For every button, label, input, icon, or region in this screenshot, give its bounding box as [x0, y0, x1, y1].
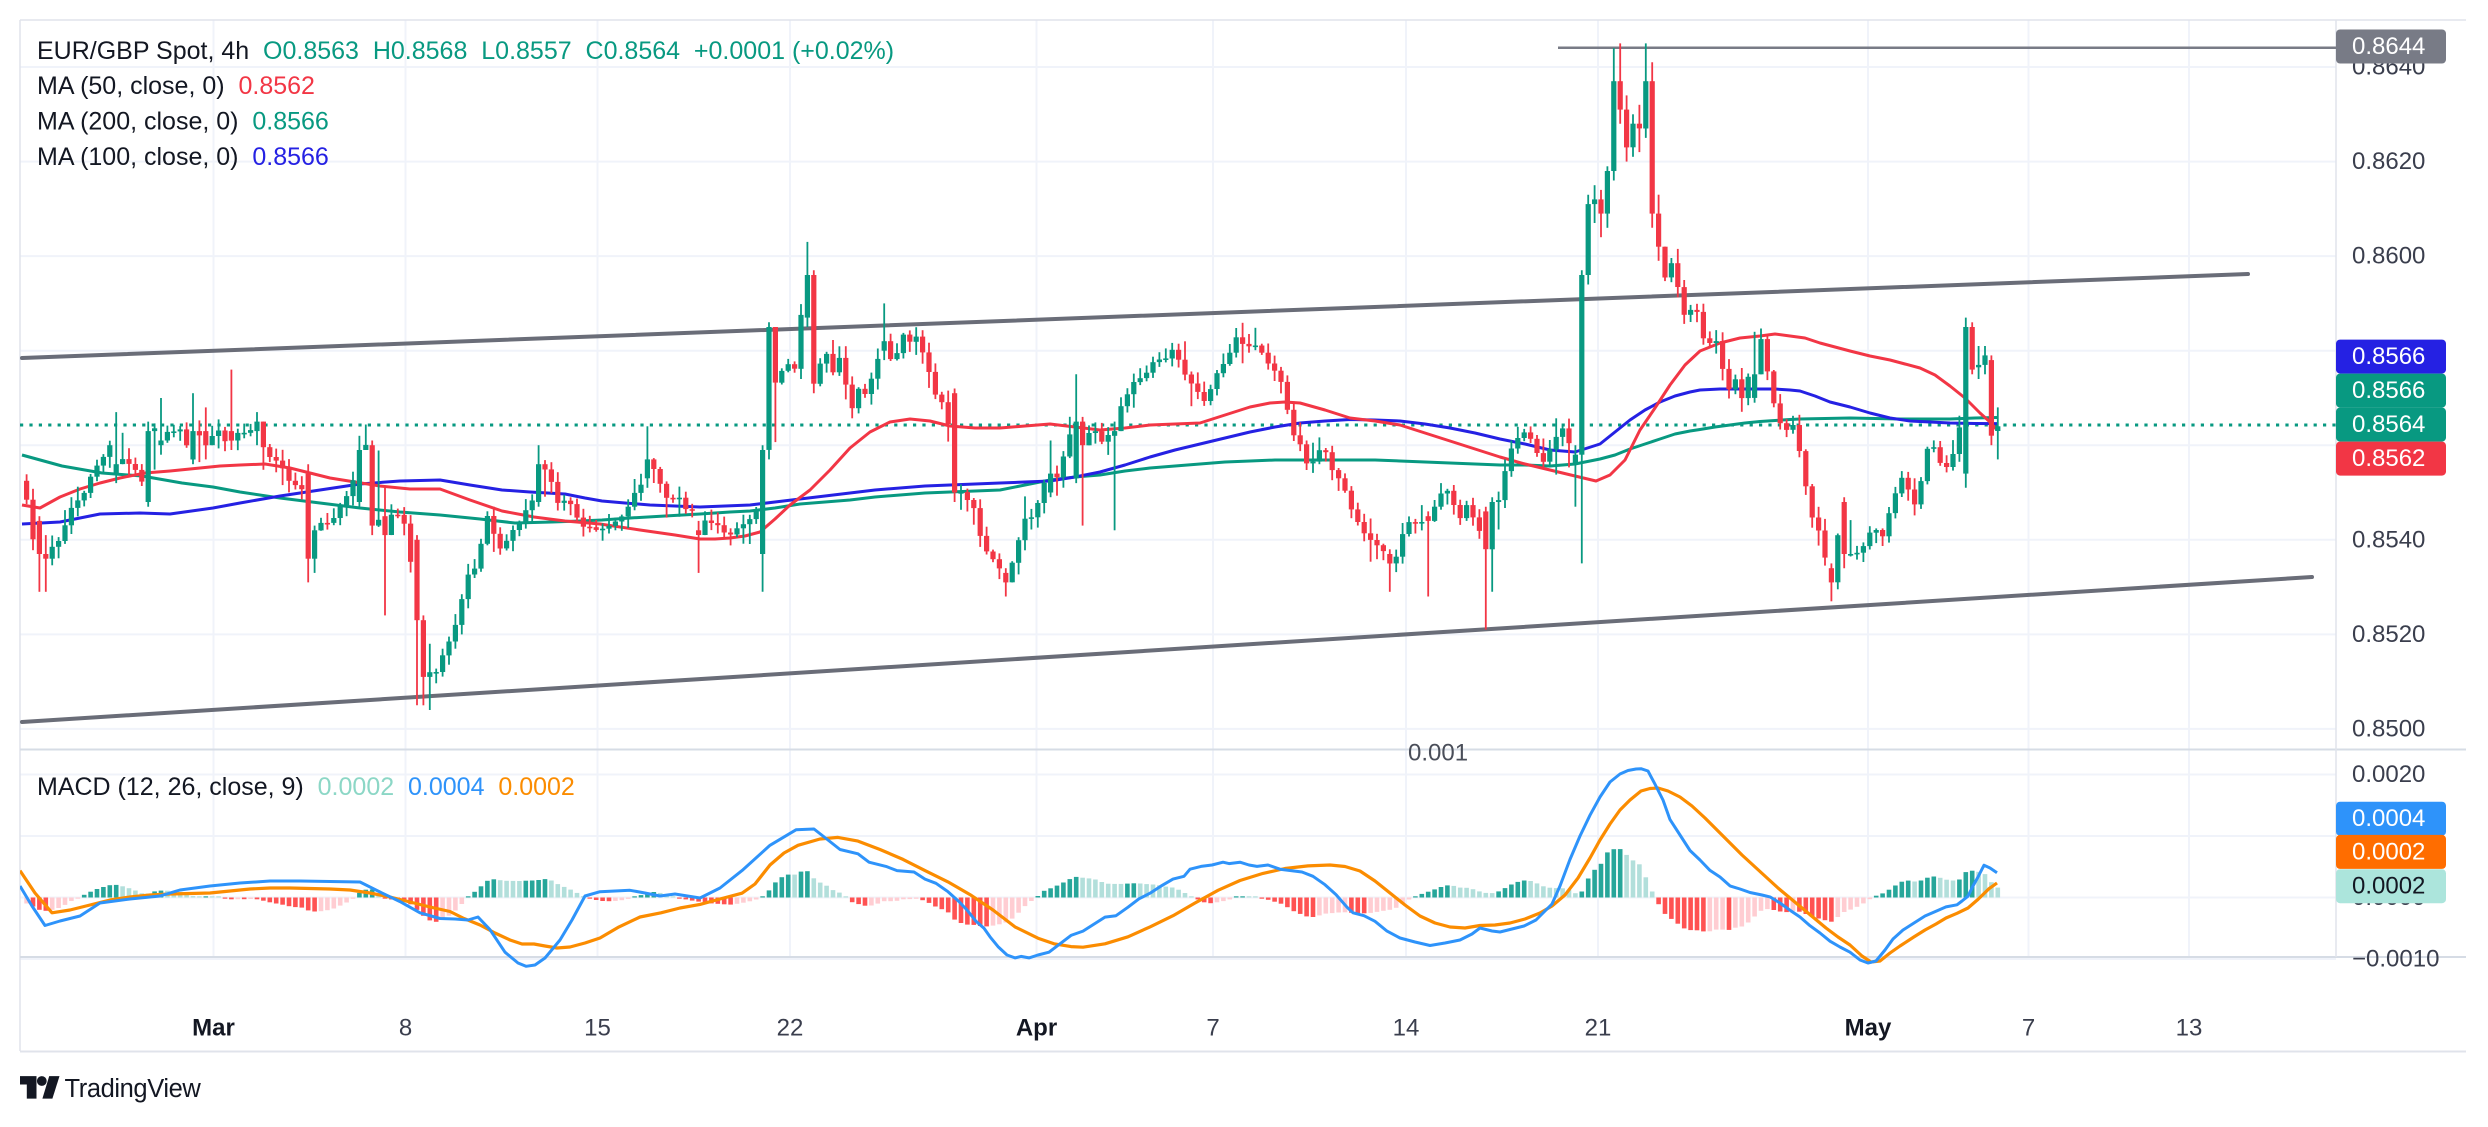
svg-text:0.8644: 0.8644	[2352, 33, 2425, 60]
svg-text:13: 13	[2176, 1015, 2203, 1042]
svg-text:0.8562: 0.8562	[2352, 445, 2425, 472]
svg-text:TradingView: TradingView	[65, 1075, 202, 1103]
svg-text:−0.0010: −0.0010	[2352, 946, 2439, 973]
svg-text:22: 22	[777, 1015, 804, 1042]
svg-text:0.8540: 0.8540	[2352, 526, 2425, 553]
svg-text:0.8566: 0.8566	[2352, 377, 2425, 404]
svg-text:Mar: Mar	[192, 1015, 235, 1042]
svg-text:EUR/GBP Spot, 4h O0.8563 H0.: EUR/GBP Spot, 4h O0.8563 H0.8568 L0.8557…	[37, 37, 894, 65]
svg-text:MACD (12, 26, close, 9) 0.000: MACD (12, 26, close, 9) 0.0002 0.0004 0.…	[37, 773, 575, 801]
svg-text:0.8600: 0.8600	[2352, 243, 2425, 270]
svg-text:0.8566: 0.8566	[2352, 343, 2425, 370]
svg-text:MA (200, close, 0) 0.8566: MA (200, close, 0) 0.8566	[37, 108, 329, 136]
svg-text:7: 7	[2022, 1015, 2035, 1042]
svg-text:May: May	[1845, 1015, 1892, 1042]
svg-text:0.001: 0.001	[1408, 740, 1468, 767]
svg-text:8: 8	[399, 1015, 412, 1042]
svg-text:0.0002: 0.0002	[2352, 873, 2425, 900]
svg-text:0.0002: 0.0002	[2352, 838, 2425, 865]
svg-text:7: 7	[1206, 1015, 1219, 1042]
svg-text:0.8564: 0.8564	[2352, 411, 2425, 438]
svg-text:MA (50, close, 0) 0.8562: MA (50, close, 0) 0.8562	[37, 72, 315, 100]
svg-text:0.0020: 0.0020	[2352, 761, 2425, 788]
svg-text:21: 21	[1585, 1015, 1612, 1042]
svg-text:14: 14	[1393, 1015, 1420, 1042]
svg-text:15: 15	[584, 1015, 611, 1042]
svg-text:MA (100, close, 0) 0.8566: MA (100, close, 0) 0.8566	[37, 143, 329, 171]
svg-text:0.8520: 0.8520	[2352, 621, 2425, 648]
svg-text:Apr: Apr	[1016, 1015, 1057, 1042]
svg-text:0.0004: 0.0004	[2352, 805, 2425, 832]
svg-text:0.8620: 0.8620	[2352, 148, 2425, 175]
svg-text:0.8500: 0.8500	[2352, 715, 2425, 742]
